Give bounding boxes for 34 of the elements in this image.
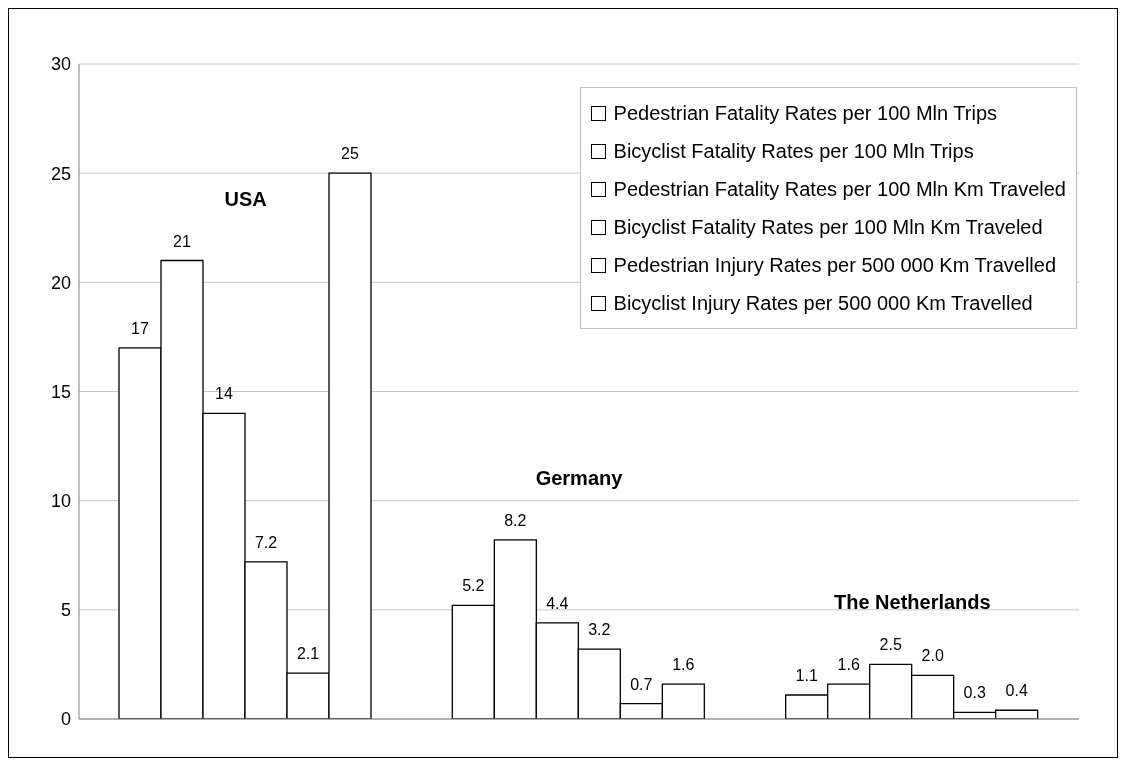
y-tick-label: 5 bbox=[60, 600, 71, 621]
data-label: 3.2 bbox=[588, 621, 611, 639]
legend-label: Bicyclist Fatality Rates per 100 Mln Km Traveled bbox=[613, 215, 1043, 239]
x-tick-label: Germany bbox=[535, 466, 624, 489]
data-label: 21 bbox=[173, 232, 191, 250]
y-tick-label: 20 bbox=[50, 272, 71, 293]
y-tick-label: 10 bbox=[50, 491, 71, 512]
data-label: 25 bbox=[341, 145, 359, 163]
data-label: 1.6 bbox=[672, 656, 695, 674]
data-label: 2.5 bbox=[879, 636, 902, 654]
data-label: 5.2 bbox=[462, 577, 485, 595]
data-label: 0.3 bbox=[963, 684, 986, 702]
legend-label: Pedestrian Injury Rates per 500 000 Km Travelled bbox=[613, 253, 1057, 277]
data-label: 0.4 bbox=[1005, 682, 1028, 700]
legend-label: Pedestrian Fatality Rates per 100 Mln Km Traveled bbox=[613, 177, 1066, 201]
data-label: 1.1 bbox=[795, 666, 818, 684]
legend-label: Pedestrian Fatality Rates per 100 Mln Trips bbox=[613, 101, 998, 125]
y-tick-label: 25 bbox=[50, 163, 71, 184]
data-label: 0.7 bbox=[630, 675, 653, 693]
legend-label: Bicyclist Injury Rates per 500 000 Km Travelled bbox=[613, 291, 1033, 315]
data-label: 2.1 bbox=[296, 645, 320, 663]
y-tick-label: 30 bbox=[50, 54, 71, 75]
x-tick-label: USA bbox=[224, 187, 267, 210]
data-label: 8.2 bbox=[504, 511, 527, 529]
legend-label: Bicyclist Fatality Rates per 100 Mln Trips bbox=[613, 139, 974, 163]
x-tick-label: The Netherlands bbox=[833, 591, 991, 614]
y-tick-label: 0 bbox=[60, 709, 71, 730]
data-label: 7.2 bbox=[254, 533, 278, 551]
data-label: 2.0 bbox=[921, 647, 944, 665]
data-label: 14 bbox=[215, 385, 233, 403]
y-tick-label: 15 bbox=[50, 381, 71, 402]
data-label: 1.6 bbox=[837, 656, 860, 674]
data-label: 4.4 bbox=[546, 594, 569, 612]
data-label: 17 bbox=[131, 319, 149, 337]
